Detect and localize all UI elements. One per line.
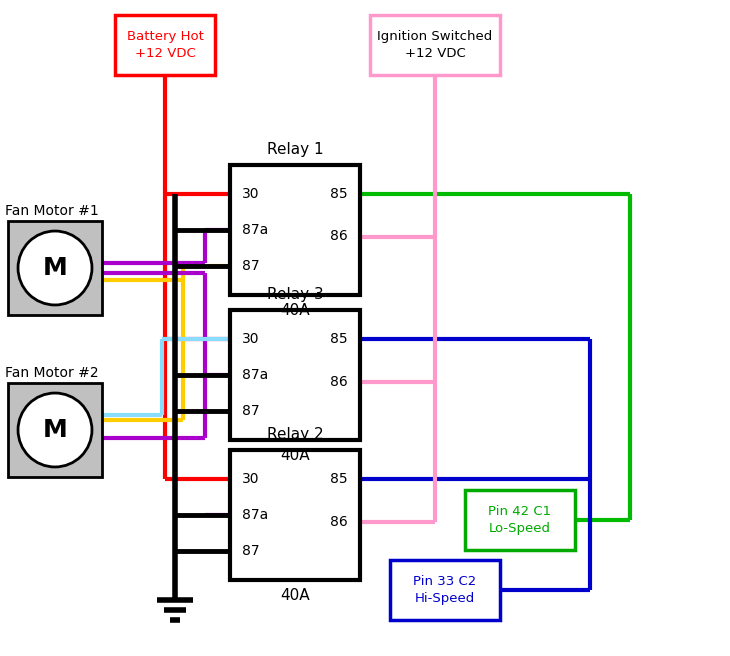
Text: 87a: 87a (242, 508, 268, 522)
Bar (115, 15, 215, 75)
Bar (370, 15, 500, 75)
Bar (465, 490, 575, 550)
Text: 87: 87 (242, 544, 260, 558)
Text: Battery Hot
+12 VDC: Battery Hot +12 VDC (126, 30, 204, 60)
Text: Pin 42 C1
Lo-Speed: Pin 42 C1 Lo-Speed (488, 505, 552, 535)
Text: 30: 30 (242, 472, 259, 485)
Circle shape (18, 231, 92, 305)
Bar (230, 450, 360, 580)
Text: 86: 86 (330, 375, 348, 388)
Text: Relay 2: Relay 2 (266, 427, 323, 442)
Text: 86: 86 (330, 514, 348, 529)
Text: Ignition Switched
+12 VDC: Ignition Switched +12 VDC (377, 30, 493, 60)
Text: 85: 85 (331, 186, 348, 201)
Text: 87a: 87a (242, 368, 268, 382)
Text: Pin 33 C2
Hi-Speed: Pin 33 C2 Hi-Speed (413, 575, 477, 605)
Text: Fan Motor #1: Fan Motor #1 (5, 204, 99, 218)
Text: 85: 85 (331, 331, 348, 346)
Text: 30: 30 (242, 186, 259, 201)
Text: 87: 87 (242, 404, 260, 419)
Text: M: M (42, 256, 67, 280)
Text: Relay 3: Relay 3 (266, 287, 323, 302)
Text: 40A: 40A (280, 448, 310, 463)
Text: Relay 1: Relay 1 (266, 142, 323, 157)
Text: 40A: 40A (280, 588, 310, 603)
Text: 85: 85 (331, 472, 348, 485)
Bar (230, 310, 360, 440)
Bar (8, 383, 102, 477)
Bar (8, 221, 102, 315)
Text: Fan Motor #2: Fan Motor #2 (5, 366, 99, 380)
Text: 87: 87 (242, 259, 260, 274)
Text: 86: 86 (330, 230, 348, 243)
Bar (390, 560, 500, 620)
Text: M: M (42, 418, 67, 442)
Text: 40A: 40A (280, 303, 310, 318)
Text: 87a: 87a (242, 223, 268, 237)
Circle shape (18, 393, 92, 467)
Bar (230, 165, 360, 295)
Text: 30: 30 (242, 331, 259, 346)
